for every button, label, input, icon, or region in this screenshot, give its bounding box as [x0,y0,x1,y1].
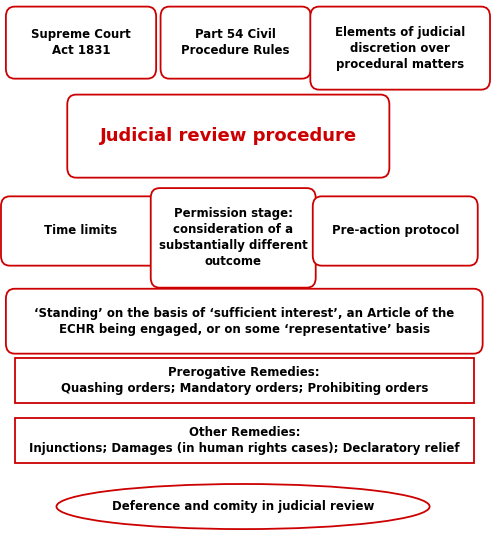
FancyBboxPatch shape [6,289,483,354]
Text: Part 54 Civil
Procedure Rules: Part 54 Civil Procedure Rules [182,28,290,57]
FancyBboxPatch shape [161,7,311,79]
FancyBboxPatch shape [67,95,389,178]
Text: Deference and comity in judicial review: Deference and comity in judicial review [112,500,374,513]
FancyBboxPatch shape [15,358,474,403]
FancyBboxPatch shape [6,7,156,79]
FancyBboxPatch shape [1,196,161,266]
Text: Elements of judicial
discretion over
procedural matters: Elements of judicial discretion over pro… [335,26,465,70]
FancyBboxPatch shape [15,418,474,463]
Text: Pre-action protocol: Pre-action protocol [331,224,459,238]
FancyBboxPatch shape [313,196,478,266]
Text: Supreme Court
Act 1831: Supreme Court Act 1831 [31,28,131,57]
FancyBboxPatch shape [151,188,316,288]
Text: Judicial review procedure: Judicial review procedure [100,127,357,145]
FancyBboxPatch shape [310,7,490,90]
Text: Time limits: Time limits [45,224,117,238]
Text: Other Remedies:
Injunctions; Damages (in human rights cases); Declaratory relief: Other Remedies: Injunctions; Damages (in… [29,426,460,455]
Ellipse shape [56,484,430,529]
Text: Prerogative Remedies:
Quashing orders; Mandatory orders; Prohibiting orders: Prerogative Remedies: Quashing orders; M… [60,366,428,394]
Text: Permission stage:
consideration of a
substantially different
outcome: Permission stage: consideration of a sub… [159,207,307,268]
Text: ‘Standing’ on the basis of ‘sufficient interest’, an Article of the
ECHR being e: ‘Standing’ on the basis of ‘sufficient i… [34,307,454,336]
